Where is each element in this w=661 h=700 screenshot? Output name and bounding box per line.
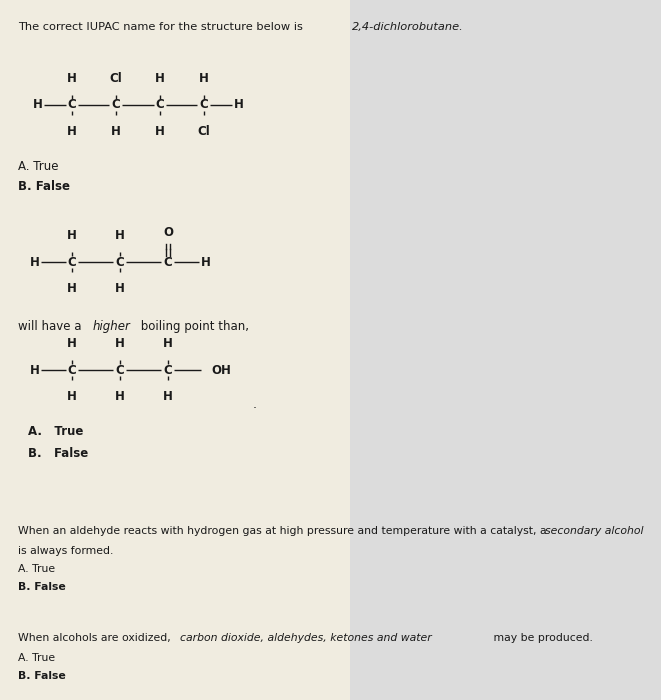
Text: H: H [163, 337, 173, 350]
Text: H: H [115, 390, 125, 403]
Text: 2,4-dichlorobutane.: 2,4-dichlorobutane. [352, 22, 464, 32]
Text: C: C [67, 256, 77, 269]
Text: When alcohols are oxidized,: When alcohols are oxidized, [18, 633, 175, 643]
Text: H: H [67, 282, 77, 295]
Text: Cl: Cl [198, 125, 210, 138]
Text: A. True: A. True [18, 564, 55, 574]
Text: H: H [115, 337, 125, 350]
Text: H: H [155, 72, 165, 85]
Text: Cl: Cl [110, 72, 122, 85]
Text: may be produced.: may be produced. [490, 633, 593, 643]
Text: H: H [67, 125, 77, 138]
Text: B. False: B. False [18, 180, 70, 193]
Text: higher: higher [93, 320, 131, 333]
Text: will have a: will have a [18, 320, 85, 333]
Text: H: H [155, 125, 165, 138]
Text: C: C [155, 99, 165, 111]
Text: C: C [67, 363, 77, 377]
Text: B. False: B. False [18, 582, 65, 592]
Text: A.   True: A. True [28, 425, 83, 438]
Text: C: C [116, 256, 124, 269]
Text: H: H [115, 282, 125, 295]
Text: secondary alcohol: secondary alcohol [545, 526, 644, 536]
Text: boiling point than,: boiling point than, [137, 320, 249, 333]
Text: H: H [30, 256, 40, 269]
Text: A. True: A. True [18, 653, 55, 663]
Text: .: . [253, 398, 257, 411]
Text: A. True: A. True [18, 160, 59, 173]
Text: H: H [67, 72, 77, 85]
Text: H: H [30, 363, 40, 377]
Text: H: H [115, 229, 125, 242]
Text: H: H [67, 390, 77, 403]
Text: B.   False: B. False [28, 447, 89, 460]
Text: carbon dioxide, aldehydes, ketones and water: carbon dioxide, aldehydes, ketones and w… [180, 633, 432, 643]
Text: H: H [67, 337, 77, 350]
Text: H: H [199, 72, 209, 85]
Text: OH: OH [212, 363, 231, 377]
Text: The correct IUPAC name for the structure below is: The correct IUPAC name for the structure… [18, 22, 307, 32]
Text: C: C [164, 256, 173, 269]
Text: H: H [163, 390, 173, 403]
Text: C: C [112, 99, 120, 111]
Text: H: H [111, 125, 121, 138]
Text: H: H [200, 256, 210, 269]
Text: H: H [33, 99, 42, 111]
Text: C: C [116, 363, 124, 377]
Text: When an aldehyde reacts with hydrogen gas at high pressure and temperature with : When an aldehyde reacts with hydrogen ga… [18, 526, 550, 536]
Text: C: C [67, 99, 77, 111]
Text: C: C [200, 99, 208, 111]
Text: C: C [164, 363, 173, 377]
Text: is always formed.: is always formed. [18, 546, 114, 556]
Text: O: O [163, 225, 173, 239]
Text: H: H [67, 229, 77, 242]
Text: B. False: B. False [18, 671, 65, 681]
Text: H: H [233, 99, 243, 111]
Bar [350, 0, 661, 700]
